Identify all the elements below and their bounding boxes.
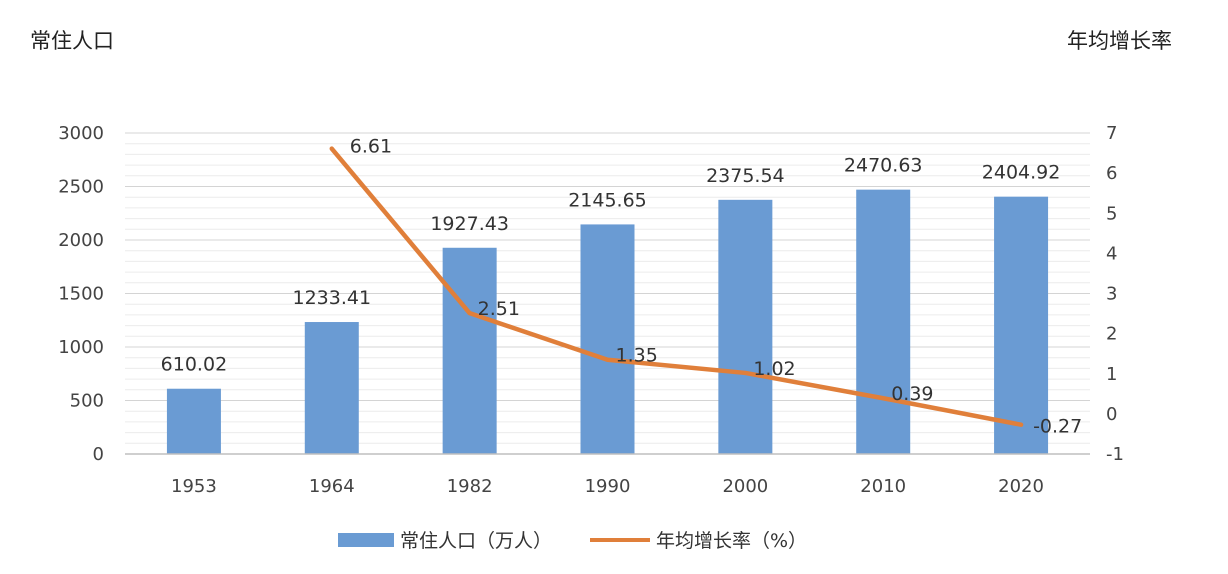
right-tick-label: 1	[1106, 364, 1117, 385]
legend-bar-swatch	[338, 533, 394, 547]
legend-line-label: 年均增长率（%）	[656, 530, 807, 552]
population-bar	[304, 322, 359, 454]
line-value-label: -0.27	[1033, 416, 1082, 438]
population-bar	[994, 196, 1049, 454]
left-tick-label: 2000	[58, 230, 104, 251]
left-tick-label: 2500	[58, 177, 104, 198]
x-tick-label: 1990	[585, 476, 631, 497]
x-tick-label: 1982	[447, 476, 493, 497]
x-tick-label: 2000	[722, 476, 768, 497]
right-axis-title: 年均增长率	[1067, 29, 1172, 53]
line-value-label: 1.02	[753, 358, 795, 380]
right-tick-label: 4	[1106, 243, 1117, 264]
right-tick-label: 3	[1106, 284, 1117, 305]
bar-value-label: 2404.92	[982, 162, 1061, 184]
right-tick-label: 2	[1106, 324, 1117, 345]
bar-value-label: 2375.54	[706, 165, 785, 187]
left-tick-label: 3000	[58, 123, 104, 144]
population-bar	[580, 224, 635, 454]
population-bar	[166, 388, 221, 454]
bar-value-label: 1927.43	[430, 213, 509, 235]
legend-bar-label: 常住人口（万人）	[400, 530, 552, 552]
left-axis-title: 常住人口	[30, 29, 114, 53]
right-tick-label: 6	[1106, 163, 1117, 184]
right-tick-label: 5	[1106, 203, 1117, 224]
right-tick-label: 0	[1106, 404, 1117, 425]
right-tick-label: -1	[1106, 444, 1124, 465]
line-value-label: 2.51	[478, 298, 520, 320]
line-value-label: 1.35	[616, 345, 658, 367]
x-tick-label: 1964	[309, 476, 355, 497]
line-value-label: 6.61	[350, 136, 392, 158]
x-tick-label: 2020	[998, 476, 1044, 497]
legend: 常住人口（万人） 年均增长率（%）	[338, 530, 807, 552]
data-labels: 610.02 1233.41 1927.43 2145.65 2375.54 2470.6…	[161, 136, 1083, 438]
left-tick-label: 1500	[58, 284, 104, 305]
bar-value-label: 2145.65	[568, 189, 647, 211]
population-bar	[856, 189, 911, 455]
left-tick-label: 1000	[58, 337, 104, 358]
bar-value-label: 610.02	[161, 354, 227, 376]
bar-value-label: 2470.63	[844, 155, 923, 177]
left-tick-label: 500	[70, 391, 104, 412]
bars	[166, 189, 1049, 455]
bar-value-label: 1233.41	[292, 287, 371, 309]
population-bar	[442, 247, 497, 454]
population-bar	[718, 199, 773, 454]
axes: 0 500 1000 1500 2000 2500 3000 -1 0 1 2 3 4 5 6 7 1953 19…	[58, 123, 1124, 497]
right-tick-label: 7	[1106, 123, 1117, 144]
left-tick-label: 0	[93, 444, 104, 465]
growth-line	[329, 146, 1024, 427]
x-tick-label: 2010	[860, 476, 906, 497]
line-value-label: 0.39	[891, 383, 933, 405]
x-tick-label: 1953	[171, 476, 217, 497]
growth-rate-line	[329, 146, 1024, 427]
